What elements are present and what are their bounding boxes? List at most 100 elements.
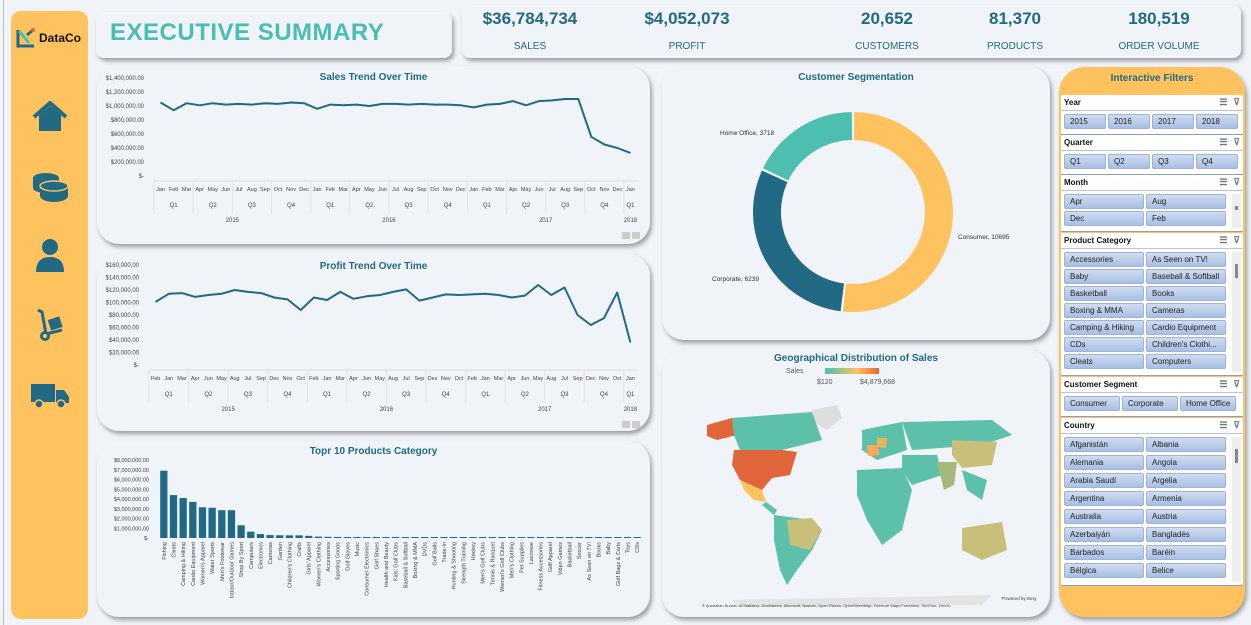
x-tick-month: Feb	[325, 187, 334, 193]
x-tick-month: Sep	[417, 187, 427, 193]
slicer-item[interactable]: Basketball	[1064, 286, 1144, 301]
slicer-item[interactable]: Feb	[1146, 211, 1226, 226]
bar	[498, 537, 506, 538]
kpi-label: CUSTOMERS	[855, 41, 919, 52]
scrollbar[interactable]	[1232, 252, 1241, 372]
kpi-sales: $36,784,734 SALES	[455, 9, 605, 52]
bar	[556, 537, 564, 538]
x-tick-month: Apr	[352, 187, 361, 193]
nav-sales[interactable]	[30, 169, 70, 205]
x-tick-label: Lacrosse	[529, 542, 535, 564]
multi-select-icon[interactable]: ☰	[1219, 379, 1228, 389]
zoom-out-button[interactable]	[632, 421, 640, 428]
x-tick-month: Apr	[507, 376, 516, 382]
slicer-item[interactable]: Accessories	[1064, 252, 1144, 267]
slicer-item[interactable]: Q4	[1196, 154, 1238, 169]
slicer-item[interactable]: Corporate	[1122, 396, 1178, 411]
x-tick-year: 2018	[624, 218, 638, 224]
window-border	[3, 0, 4, 625]
x-tick-month: Jun	[378, 187, 387, 193]
data-label: Consumer, 10695	[958, 234, 1010, 241]
x-tick-month: Jul	[561, 376, 568, 382]
slicer-item[interactable]: Camping & Hiking	[1064, 320, 1144, 335]
slicer-item[interactable]: Cardio Equipment	[1146, 320, 1226, 335]
slicer-item[interactable]: Baréin	[1146, 545, 1226, 560]
slicer-item[interactable]: 2017	[1152, 114, 1194, 129]
slicer-item[interactable]: Bélgica	[1064, 563, 1144, 578]
x-tick-month: Apr	[509, 187, 518, 193]
slicer-item[interactable]: Bangladés	[1146, 527, 1226, 542]
slicer-item[interactable]: Arabia Saudí	[1064, 473, 1144, 488]
world-map[interactable]	[662, 350, 1050, 617]
nav-products[interactable]	[30, 307, 70, 343]
clear-filter-icon[interactable]: ⊽	[1233, 97, 1240, 107]
slicer-item[interactable]: Q3	[1152, 154, 1194, 169]
slicer-item[interactable]: Azerbaiyán	[1064, 527, 1144, 542]
nav-shipping[interactable]	[30, 377, 70, 413]
zoom-in-button[interactable]	[622, 421, 630, 428]
clear-filter-icon[interactable]: ⊽	[1233, 420, 1240, 430]
slicer-item[interactable]: Cleats	[1064, 354, 1144, 369]
nav-customers[interactable]	[30, 237, 70, 273]
slicer-item[interactable]: Baby	[1064, 269, 1144, 284]
slicer-item[interactable]: Q2	[1108, 154, 1150, 169]
slicer-item[interactable]: As Seen on TV!	[1146, 252, 1226, 267]
x-tick-month: Dec	[456, 187, 466, 193]
y-tick-label: $60,000.00	[109, 326, 140, 332]
scrollbar[interactable]	[1232, 194, 1241, 228]
x-tick-year: 2017	[539, 218, 553, 224]
clear-filter-icon[interactable]: ⊽	[1233, 177, 1240, 187]
slicer-item[interactable]: Barbados	[1064, 545, 1144, 560]
slicer-item[interactable]: Apr	[1064, 194, 1144, 209]
slicer-item[interactable]: Home Office	[1180, 396, 1236, 411]
slicer-item[interactable]: Austria	[1146, 509, 1226, 524]
map-antarctica	[732, 595, 992, 607]
slicer-item[interactable]: Argelia	[1146, 473, 1226, 488]
multi-select-icon[interactable]: ☰	[1219, 97, 1228, 107]
slicer-item[interactable]: 2016	[1108, 114, 1150, 129]
slicer-item[interactable]: Aug	[1146, 194, 1226, 209]
chart-title: Sales Trend Over Time	[319, 72, 428, 83]
slicer-item[interactable]: Armenia	[1146, 491, 1226, 506]
slicer-item[interactable]: Books	[1146, 286, 1226, 301]
clear-filter-icon[interactable]: ⊽	[1233, 137, 1240, 147]
slicer-item[interactable]: Alemania	[1064, 455, 1144, 470]
slicer-item[interactable]: Australia	[1064, 509, 1144, 524]
y-tick-label: $120,000.00	[106, 288, 140, 294]
bar	[527, 537, 535, 538]
slicer-item[interactable]: Albania	[1146, 437, 1226, 452]
slicer-item[interactable]: Computers	[1146, 354, 1226, 369]
truck-icon	[31, 384, 69, 409]
x-tick-label: Cameras	[268, 542, 274, 565]
zoom-out-button[interactable]	[632, 232, 640, 239]
slicer-item[interactable]: Baseball & Softball	[1146, 269, 1226, 284]
x-tick-month: Nov	[599, 376, 609, 382]
slicer-item[interactable]: Children's Clothi...	[1146, 337, 1226, 352]
zoom-in-button[interactable]	[622, 232, 630, 239]
clear-filter-icon[interactable]: ⊽	[1233, 235, 1240, 245]
slicer-item[interactable]: Argentina	[1064, 491, 1144, 506]
slicer-item[interactable]: Belice	[1146, 563, 1226, 578]
slicer-item[interactable]: Afganistán	[1064, 437, 1144, 452]
multi-select-icon[interactable]: ☰	[1219, 137, 1228, 147]
nav-home[interactable]	[30, 99, 70, 135]
slicer-item[interactable]: Boxing & MMA	[1064, 303, 1144, 318]
multi-select-icon[interactable]: ☰	[1219, 177, 1228, 187]
clear-filter-icon[interactable]: ⊽	[1233, 379, 1240, 389]
slicer-item[interactable]: Consumer	[1064, 396, 1120, 411]
slicer-item[interactable]: Dec	[1064, 211, 1144, 226]
x-tick-month: Feb	[482, 187, 491, 193]
slicer-item[interactable]: 2015	[1064, 114, 1106, 129]
x-tick-quarter: Q2	[363, 392, 372, 398]
slicer-item[interactable]: Angola	[1146, 455, 1226, 470]
multi-select-icon[interactable]: ☰	[1219, 235, 1228, 245]
slicer-item[interactable]: CDs	[1064, 337, 1144, 352]
multi-select-icon[interactable]: ☰	[1219, 420, 1228, 430]
segmentation-chart: Consumer, 10695 Corporate, 6239 Home Offic…	[712, 112, 1010, 312]
chart-title: Profit Trend Over Time	[319, 261, 428, 272]
map-credit-sources: © Australian Bureau of Statistics, GeoNa…	[702, 603, 950, 608]
scrollbar[interactable]	[1232, 437, 1241, 582]
slicer-item[interactable]: Cameras	[1146, 303, 1226, 318]
slicer-item[interactable]: 2018	[1196, 114, 1238, 129]
slicer-item[interactable]: Q1	[1064, 154, 1106, 169]
